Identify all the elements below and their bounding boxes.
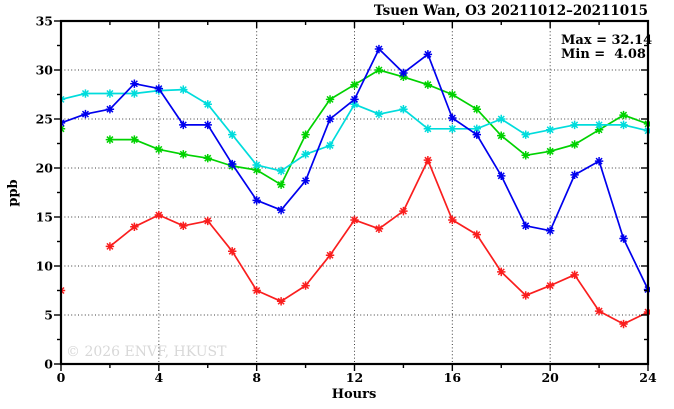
x-tick-label: 12 [346, 370, 363, 385]
tick-labels: 0 5 10 15 20 25 30 35 0 4 8 12 16 20 24 [36, 14, 657, 386]
x-tick-label: 8 [252, 370, 261, 385]
y-tick-label: 30 [36, 63, 54, 78]
chart-title: Tsuen Wan, O3 20211012–20211015 [374, 3, 648, 19]
x-tick-label: 4 [154, 370, 163, 385]
max-annotation: Max = 32.14 [561, 33, 652, 48]
axes-frame [54, 19, 650, 371]
series-red-line [109, 159, 649, 325]
y-tick-label: 10 [36, 259, 54, 274]
y-tick-label: 0 [44, 357, 53, 372]
x-tick-label: 20 [541, 370, 559, 385]
x-tick-label: 24 [639, 370, 657, 385]
y-tick-label: 25 [36, 112, 53, 127]
gridlines [61, 21, 648, 364]
y-tick-label: 20 [36, 161, 54, 176]
y-tick-label: 15 [36, 210, 53, 225]
watermark: © 2026 ENVF, HKUST [66, 344, 227, 360]
series-lines [60, 44, 650, 329]
x-tick-label: 0 [57, 370, 66, 385]
y-axis-label: ppb [6, 179, 21, 206]
series-green-line [109, 69, 649, 186]
x-tick-label: 16 [444, 370, 462, 385]
min-annotation: Min = 4.08 [561, 47, 646, 62]
x-axis-label: Hours [332, 387, 377, 402]
y-tick-label: 5 [44, 308, 53, 323]
y-tick-label: 35 [36, 14, 53, 29]
